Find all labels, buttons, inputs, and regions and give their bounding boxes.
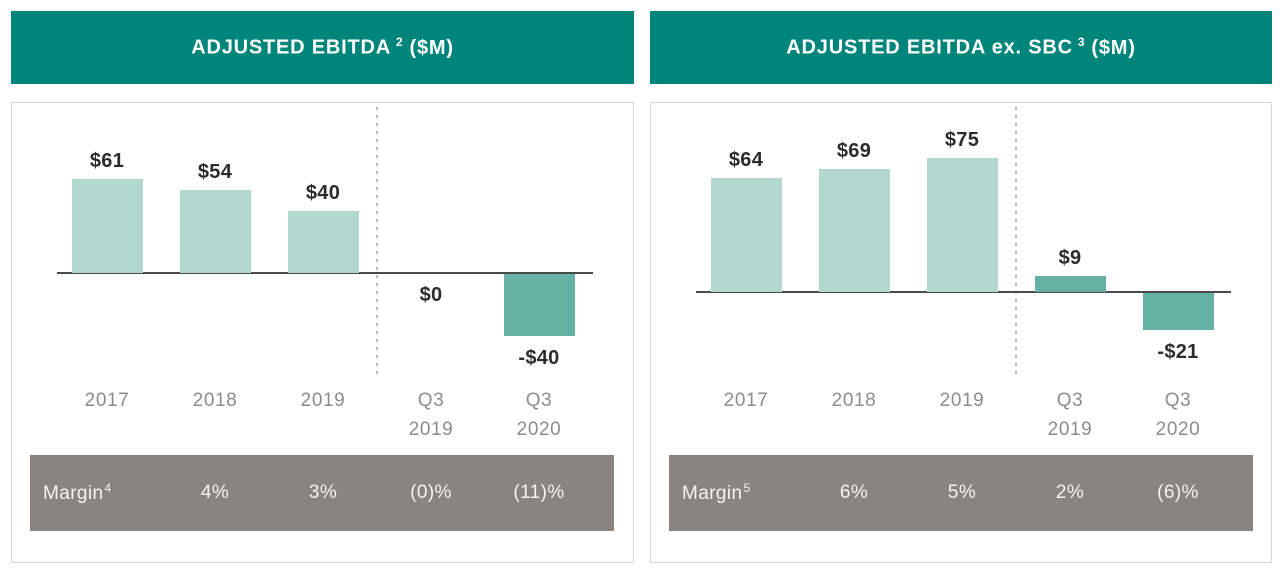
chart-title-band: ADJUSTED EBITDA 2 ($M) (11, 11, 634, 84)
margin-value-2018: 4% (200, 482, 230, 503)
margin-label-text: Margin (43, 483, 104, 505)
value-label-q3-2020: -$21 (1157, 341, 1199, 363)
margin-label-footnote: 5 (743, 480, 751, 495)
plot-area: $64 2017 $69 2018 $75 2019 $9 Q3 2019 -$21 Q3 2020 (651, 103, 1271, 455)
x-axis-label-line: 2017 (723, 390, 769, 411)
x-axis-label-line: 2018 (192, 390, 238, 411)
value-label-2019: $75 (944, 129, 980, 151)
bar-2019 (287, 211, 359, 273)
margin-value-q3-2020: (6)% (1157, 482, 1199, 503)
chart-panel: $61 2017 $54 2018 $40 2019 $0 Q3 2019 -$40 Q3 2020 … (11, 102, 634, 563)
section-adjusted-ebitda: ADJUSTED EBITDA 2 ($M) $61 2017 $54 2018 $40 20… (11, 11, 634, 563)
x-axis-label-line: 2017 (84, 390, 130, 411)
period-divider (376, 107, 378, 375)
x-axis-label-line: Q3 (525, 390, 553, 411)
margin-label-text: Margin (682, 483, 743, 505)
chart-title-footnote: 2 (396, 35, 404, 50)
plot-area: $61 2017 $54 2018 $40 2019 $0 Q3 2019 -$40 Q3 2020 (12, 103, 633, 455)
margin-value-2019: 5% (947, 482, 977, 503)
x-axis-label-2018: 2018 (160, 386, 270, 415)
chart-title-text: ADJUSTED EBITDA (191, 36, 391, 59)
value-label-2018: $69 (836, 140, 872, 162)
period-divider (1015, 107, 1017, 375)
x-axis-label-2018: 2018 (799, 386, 909, 415)
margin-row-label: Margin5 (682, 481, 751, 505)
value-label-2017: $64 (728, 149, 764, 171)
x-axis-label-line: 2020 (516, 419, 562, 440)
x-axis-label-q3-2020: Q3 2020 (1123, 386, 1233, 444)
margin-row-label: Margin4 (43, 481, 112, 505)
value-label-q3-2019: $0 (419, 284, 443, 306)
value-label-q3-2020: -$40 (518, 347, 560, 369)
bar-2017 (71, 179, 143, 273)
bar-q3-2019 (1034, 276, 1106, 292)
chart-title: ADJUSTED EBITDA ex. SBC 3 ($M) (786, 35, 1135, 60)
x-axis-label-line: 2018 (831, 390, 877, 411)
chart-title-text: ADJUSTED EBITDA ex. SBC (786, 36, 1073, 59)
chart-title-unit: ($M) (409, 36, 454, 59)
margin-value-2018: 6% (839, 482, 869, 503)
bar-2018 (179, 190, 251, 273)
x-axis-label-2017: 2017 (52, 386, 162, 415)
margin-value-q3-2019: 2% (1055, 482, 1085, 503)
bar-2019 (926, 158, 998, 292)
bar-q3-2020 (503, 274, 575, 336)
x-axis-label-2019: 2019 (907, 386, 1017, 415)
x-axis-label-2019: 2019 (268, 386, 378, 415)
x-axis-label-line: 2019 (1047, 419, 1093, 440)
margin-value-q3-2019: (0)% (410, 482, 452, 503)
chart-title: ADJUSTED EBITDA 2 ($M) (191, 35, 454, 60)
bar-q3-2020 (1142, 293, 1214, 330)
chart-title-band: ADJUSTED EBITDA ex. SBC 3 ($M) (650, 11, 1272, 84)
x-axis-label-q3-2020: Q3 2020 (484, 386, 594, 444)
chart-title-footnote: 3 (1077, 35, 1086, 50)
x-axis-label-line: 2019 (300, 390, 346, 411)
chart-panel: $64 2017 $69 2018 $75 2019 $9 Q3 2019 -$21 Q3 2020 … (650, 102, 1272, 563)
x-axis-label-q3-2019: Q3 2019 (376, 386, 486, 444)
chart-title-unit: ($M) (1091, 36, 1136, 59)
margin-value-2019: 3% (308, 482, 338, 503)
x-axis-label-line: 2020 (1155, 419, 1201, 440)
value-label-2018: $54 (197, 161, 233, 183)
x-axis-label-line: Q3 (1056, 390, 1084, 411)
x-axis-line (696, 291, 1231, 293)
section-adjusted-ebitda-ex-sbc: ADJUSTED EBITDA ex. SBC 3 ($M) $64 2017 $69 2… (650, 11, 1272, 563)
margin-row: Margin5 6% 5% 2% (6)% (669, 455, 1253, 531)
margin-value-q3-2020: (11)% (513, 482, 565, 503)
margin-row: Margin4 4% 3% (0)% (11)% (30, 455, 614, 531)
x-axis-line (57, 272, 593, 274)
x-axis-label-line: Q3 (1164, 390, 1192, 411)
x-axis-label-2017: 2017 (691, 386, 801, 415)
x-axis-label-line: 2019 (408, 419, 454, 440)
bar-2017 (710, 178, 782, 292)
x-axis-label-q3-2019: Q3 2019 (1015, 386, 1125, 444)
value-label-q3-2019: $9 (1058, 247, 1082, 269)
value-label-2017: $61 (89, 150, 125, 172)
x-axis-label-line: 2019 (939, 390, 985, 411)
margin-label-footnote: 4 (104, 480, 112, 495)
value-label-2019: $40 (305, 182, 341, 204)
x-axis-label-line: Q3 (417, 390, 445, 411)
bar-2018 (818, 169, 890, 292)
